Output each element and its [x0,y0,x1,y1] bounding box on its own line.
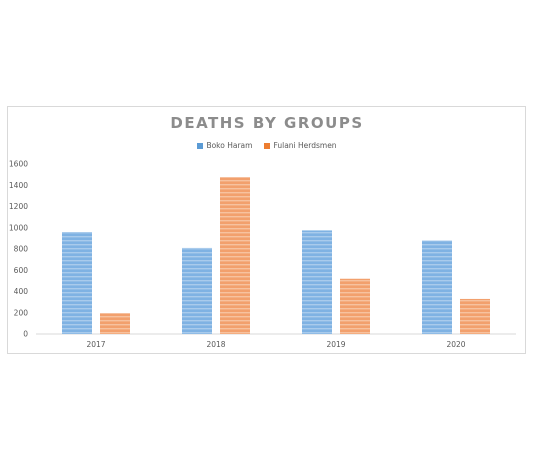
y-tick-label: 400 [14,287,29,296]
y-tick-label: 800 [14,245,29,254]
x-tick-label: 2020 [446,340,465,349]
bar-fulani-herdsmen-2018 [220,177,250,334]
x-tick-label: 2017 [86,340,105,349]
chart-title: DEATHS BY GROUPS [170,114,364,132]
bar-fulani-herdsmen-2017 [100,313,130,334]
y-tick-label: 1600 [9,160,28,169]
y-tick-label: 0 [23,330,28,339]
y-tick-label: 1200 [9,202,28,211]
bar-boko-haram-2018 [182,247,212,334]
y-tick-label: 1000 [9,223,28,232]
legend-swatch-fulani-herdsmen [264,142,271,149]
legend: Boko Haram Fulani Herdsmen [0,141,534,150]
bar-fulani-herdsmen-2020 [460,298,490,334]
y-tick-label: 200 [14,308,29,317]
legend-label-fulani-herdsmen: Fulani Herdsmen [273,141,337,150]
x-tick-label: 2018 [206,340,225,349]
x-tick-label: 2019 [326,340,345,349]
legend-swatch-boko-haram [197,142,204,149]
y-tick-label: 1400 [9,181,28,190]
bar-boko-haram-2017 [62,232,92,334]
legend-item-fulani-herdsmen: Fulani Herdsmen [264,141,337,150]
legend-label-boko-haram: Boko Haram [206,141,253,150]
legend-item-boko-haram: Boko Haram [197,141,252,150]
bar-boko-haram-2020 [422,240,452,334]
bar-fulani-herdsmen-2019 [340,278,370,334]
bar-boko-haram-2019 [302,230,332,334]
y-tick-label: 600 [14,266,29,275]
